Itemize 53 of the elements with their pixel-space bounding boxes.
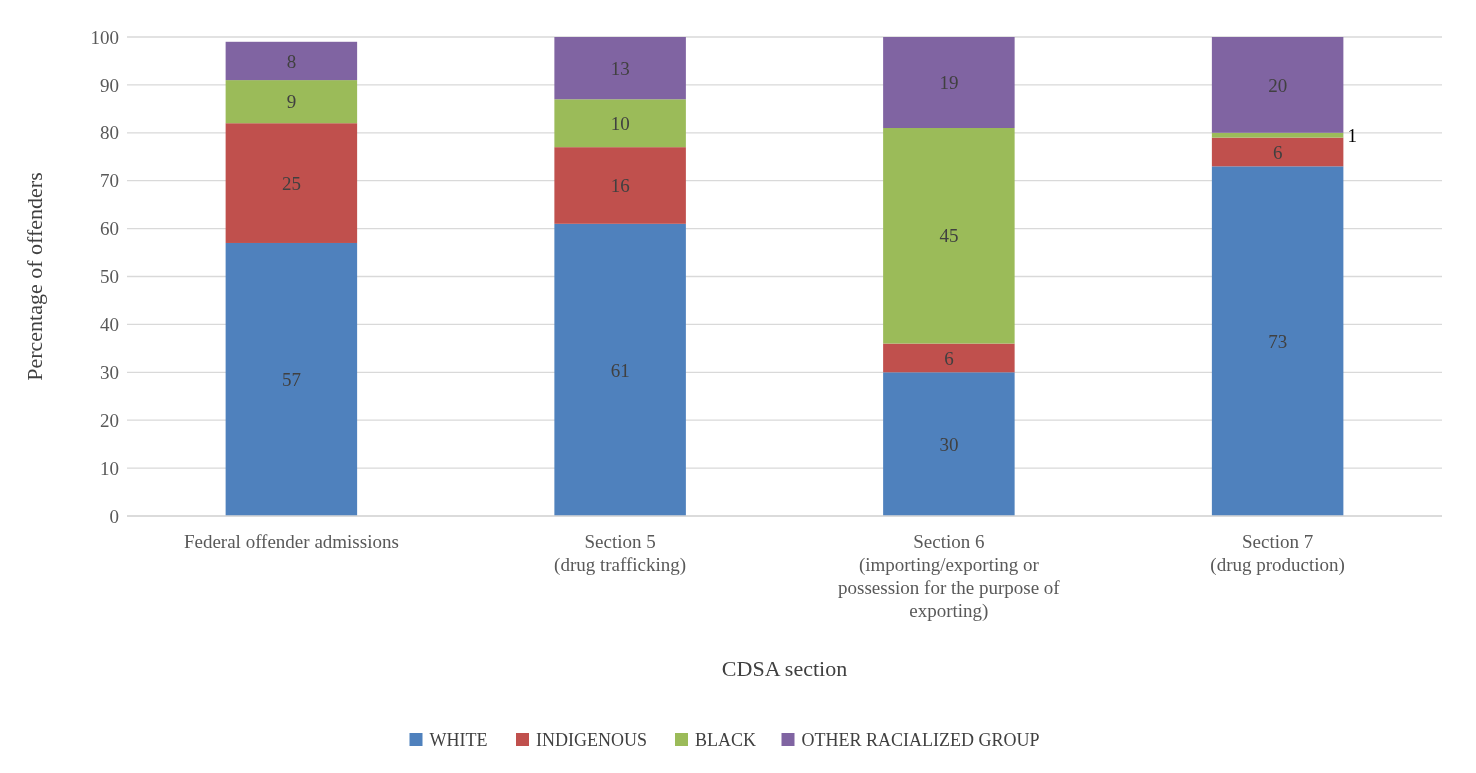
y-tick-label: 70	[100, 170, 119, 192]
y-tick-label: 90	[100, 74, 119, 96]
x-tick-label: Section 7 (drug production)	[1210, 531, 1345, 576]
y-tick-label: 20	[100, 409, 119, 431]
bar	[225, 41, 358, 81]
bar	[883, 37, 1015, 129]
data-label: 20	[1268, 74, 1288, 96]
bar	[1211, 137, 1344, 167]
data-label: 8	[286, 50, 297, 72]
bar	[1211, 166, 1344, 516]
legend-label: OTHER RACIALIZED GROUP	[801, 730, 1040, 751]
bar	[225, 242, 358, 516]
data-label: 6	[1272, 141, 1283, 163]
bar	[225, 80, 358, 124]
data-label: 30	[939, 433, 959, 455]
data-label: 73	[1268, 330, 1288, 352]
data-label: 57	[281, 369, 301, 391]
data-label: 16	[610, 175, 630, 197]
data-label: 1	[1347, 124, 1357, 146]
data-label: 19	[939, 72, 959, 94]
y-tick-label: 80	[100, 122, 119, 144]
legend-label: BLACK	[695, 730, 757, 751]
data-label: 6	[944, 347, 954, 369]
x-tick-label: Section 5 (drug trafficking)	[554, 531, 687, 576]
data-label: 13	[610, 57, 630, 79]
bar	[883, 343, 1015, 373]
data-label: 10	[610, 112, 630, 134]
bar	[554, 37, 686, 100]
bar	[554, 223, 686, 516]
legend-label: WHITE	[429, 730, 488, 751]
data-label: 25	[281, 172, 301, 194]
bar	[883, 128, 1015, 344]
y-tick-label: 10	[100, 457, 119, 479]
y-tick-label: 100	[90, 26, 119, 48]
y-tick-label: 30	[100, 361, 119, 383]
data-label: 9	[286, 91, 297, 113]
bar	[883, 372, 1015, 516]
data-label: 61	[610, 359, 630, 381]
x-tick-label: Federal offender admissions	[183, 531, 399, 552]
bar	[1211, 132, 1344, 138]
y-axis-title: Percentage of offenders	[22, 172, 47, 381]
bar	[1211, 37, 1344, 133]
x-axis-title: CDSA section	[721, 656, 848, 681]
x-tick-label: Section 6 (importing/exporting or possession for the purpose of exporting)	[838, 531, 1061, 622]
y-tick-label: 50	[100, 266, 119, 288]
y-tick-label: 60	[100, 218, 119, 240]
y-tick-label: 40	[100, 314, 119, 336]
y-tick-label: 0	[109, 505, 119, 527]
bar	[225, 123, 358, 243]
bar	[554, 147, 686, 224]
legend-label: INDIGENOUS	[536, 730, 647, 751]
data-label: 45	[939, 225, 959, 247]
bar	[554, 99, 686, 148]
